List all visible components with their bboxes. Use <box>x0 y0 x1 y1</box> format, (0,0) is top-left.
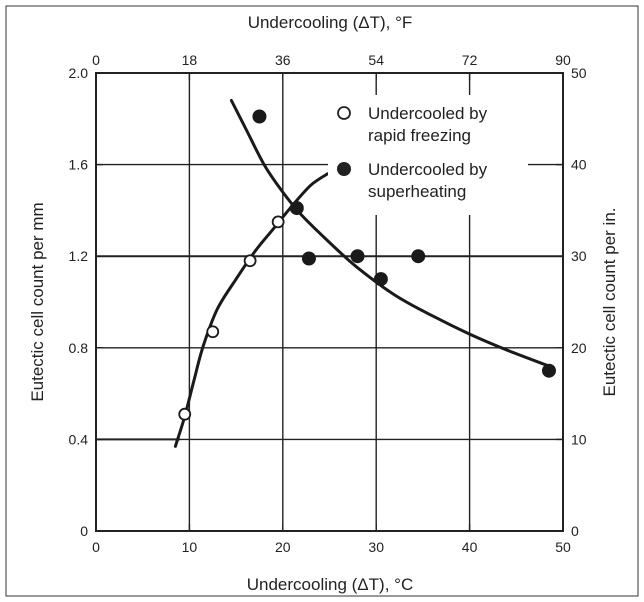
point-superheating <box>411 249 426 264</box>
y-right-axis-title: Eutectic cell count per in. <box>600 208 619 397</box>
legend-label-superheating-line2: superheating <box>368 182 466 201</box>
point-rapid-freezing <box>206 325 220 339</box>
y-left-tick-label: 0.8 <box>69 340 89 356</box>
x-top-tick-label: 90 <box>555 52 571 68</box>
figure-border <box>5 5 639 597</box>
x-top-tick-label: 36 <box>275 52 291 68</box>
point-rapid-freezing <box>243 254 257 268</box>
y-left-tick-label: 1.6 <box>69 157 89 173</box>
x-bottom-tick-label: 20 <box>275 539 291 555</box>
legend-background <box>328 95 528 215</box>
x-bottom-tick-label: 50 <box>555 539 571 555</box>
curve-rapid-freezing <box>173 172 330 448</box>
point-superheating <box>350 249 365 264</box>
y-left-tick-label: 2.0 <box>69 65 89 81</box>
y-right-tick-label: 30 <box>571 248 587 264</box>
point-superheating <box>301 251 316 266</box>
x-top-tick-label: 54 <box>368 52 384 68</box>
point-rapid-freezing <box>271 215 285 229</box>
legend-label-superheating-line1: Undercooled by <box>368 160 488 179</box>
point-superheating <box>541 363 556 378</box>
y-left-tick-label: 0.4 <box>69 431 89 447</box>
tick-marks <box>95 72 564 532</box>
y-left-axis-title: Eutectic cell count per mm <box>28 202 47 401</box>
y-left-tick-label: 1.2 <box>69 248 89 264</box>
y-right-tick-label: 50 <box>571 65 587 81</box>
point-rapid-freezing <box>178 407 192 421</box>
point-superheating <box>373 272 388 287</box>
x-top-tick-label: 0 <box>92 52 100 68</box>
data-points <box>178 109 556 421</box>
plot-area <box>95 72 564 532</box>
tick-labels: 0 10 20 30 40 500 18 36 54 72 9000.40.81.21.62.001… <box>69 52 587 555</box>
legend: Undercooled by rapid freezing Undercoole… <box>328 95 528 215</box>
x-top-tick-label: 72 <box>462 52 478 68</box>
x-bottom-axis-title: Undercooling (ΔT), °C <box>247 575 413 594</box>
y-right-tick-label: 40 <box>571 157 587 173</box>
y-right-tick-label: 10 <box>571 431 587 447</box>
legend-marker-open-circle <box>337 106 351 120</box>
x-bottom-tick-label: 0 <box>92 539 100 555</box>
point-superheating <box>289 201 304 216</box>
x-bottom-tick-label: 10 <box>182 539 198 555</box>
legend-marker-filled-circle <box>337 162 351 176</box>
point-superheating <box>252 109 267 124</box>
x-top-tick-label: 18 <box>182 52 198 68</box>
y-left-tick-label: 0 <box>80 523 88 539</box>
curve-superheating <box>229 99 551 368</box>
y-right-tick-label: 0 <box>571 523 579 539</box>
legend-label-rapid-freezing-line1: Undercooled by <box>368 104 488 123</box>
legend-label-rapid-freezing-line2: rapid freezing <box>368 126 471 145</box>
fit-curves <box>173 99 551 448</box>
y-right-tick-label: 20 <box>571 340 587 356</box>
x-top-axis-title: Undercooling (ΔT), °F <box>248 13 413 32</box>
x-bottom-tick-label: 40 <box>462 539 478 555</box>
x-bottom-tick-label: 30 <box>368 539 384 555</box>
